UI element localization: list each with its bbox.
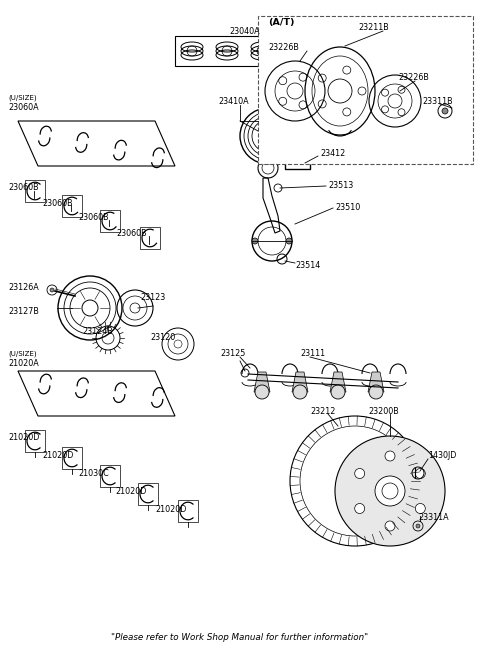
Circle shape [331, 385, 345, 399]
Circle shape [415, 504, 425, 514]
Text: 23060A: 23060A [8, 104, 38, 112]
Text: 23410A: 23410A [218, 96, 249, 106]
Bar [100, 465, 120, 487]
Circle shape [416, 524, 420, 528]
Circle shape [355, 504, 365, 514]
Circle shape [293, 385, 307, 399]
Text: (A/T): (A/T) [268, 18, 295, 28]
Text: 23513: 23513 [328, 182, 353, 190]
Text: 23111: 23111 [300, 350, 325, 358]
Bar [178, 500, 198, 522]
Circle shape [375, 476, 405, 506]
Bar [285, 161, 310, 169]
Text: 21030C: 21030C [78, 470, 109, 478]
Circle shape [369, 385, 383, 399]
Bar [100, 210, 120, 232]
Text: 23311A: 23311A [418, 514, 449, 522]
Text: 21020A: 21020A [8, 359, 39, 369]
Polygon shape [368, 372, 384, 392]
Text: 23060B: 23060B [116, 230, 146, 239]
Polygon shape [330, 372, 346, 392]
Text: 23060B: 23060B [78, 213, 108, 222]
Text: 23510: 23510 [335, 203, 360, 213]
Text: 21020D: 21020D [8, 434, 39, 443]
Circle shape [385, 521, 395, 531]
Text: 23060B: 23060B [42, 199, 72, 207]
Circle shape [415, 468, 425, 478]
Text: 23412: 23412 [320, 150, 345, 159]
Text: 23212: 23212 [310, 407, 336, 415]
Text: 23311B: 23311B [422, 96, 453, 106]
Circle shape [252, 238, 258, 244]
Bar [140, 227, 160, 249]
Circle shape [355, 468, 365, 478]
Text: 23120: 23120 [150, 333, 175, 342]
Text: 23126A: 23126A [8, 283, 39, 293]
Bar [62, 447, 82, 469]
Text: 23125: 23125 [220, 350, 245, 358]
Text: 23514: 23514 [295, 262, 320, 270]
Text: 21020D: 21020D [42, 451, 73, 461]
Text: 23226B: 23226B [398, 73, 429, 83]
Text: (U/SIZE): (U/SIZE) [8, 94, 36, 101]
Bar [62, 195, 82, 217]
Bar [138, 483, 158, 505]
Circle shape [286, 238, 292, 244]
Circle shape [442, 108, 448, 114]
Bar [25, 430, 45, 452]
Text: 23127B: 23127B [8, 306, 39, 316]
Circle shape [385, 451, 395, 461]
FancyBboxPatch shape [258, 16, 473, 164]
Bar [25, 180, 45, 202]
Text: "Please refer to Work Shop Manual for further information": "Please refer to Work Shop Manual for fu… [111, 634, 369, 642]
Bar [175, 36, 315, 66]
Text: 23123: 23123 [140, 293, 165, 302]
Text: 23040A: 23040A [230, 26, 260, 35]
Text: 23060B: 23060B [8, 184, 38, 192]
Polygon shape [254, 372, 270, 392]
Text: 23211B: 23211B [358, 24, 389, 33]
Circle shape [335, 436, 445, 546]
Text: 1430JD: 1430JD [428, 451, 456, 461]
Text: (U/SIZE): (U/SIZE) [8, 351, 36, 358]
Text: 23124B: 23124B [82, 327, 113, 335]
Circle shape [50, 288, 54, 292]
Text: 21020D: 21020D [155, 504, 186, 514]
Text: 23226B: 23226B [268, 43, 299, 52]
Text: 21020D: 21020D [115, 487, 146, 497]
Text: 23200B: 23200B [368, 407, 399, 415]
Circle shape [255, 385, 269, 399]
Polygon shape [292, 372, 308, 392]
